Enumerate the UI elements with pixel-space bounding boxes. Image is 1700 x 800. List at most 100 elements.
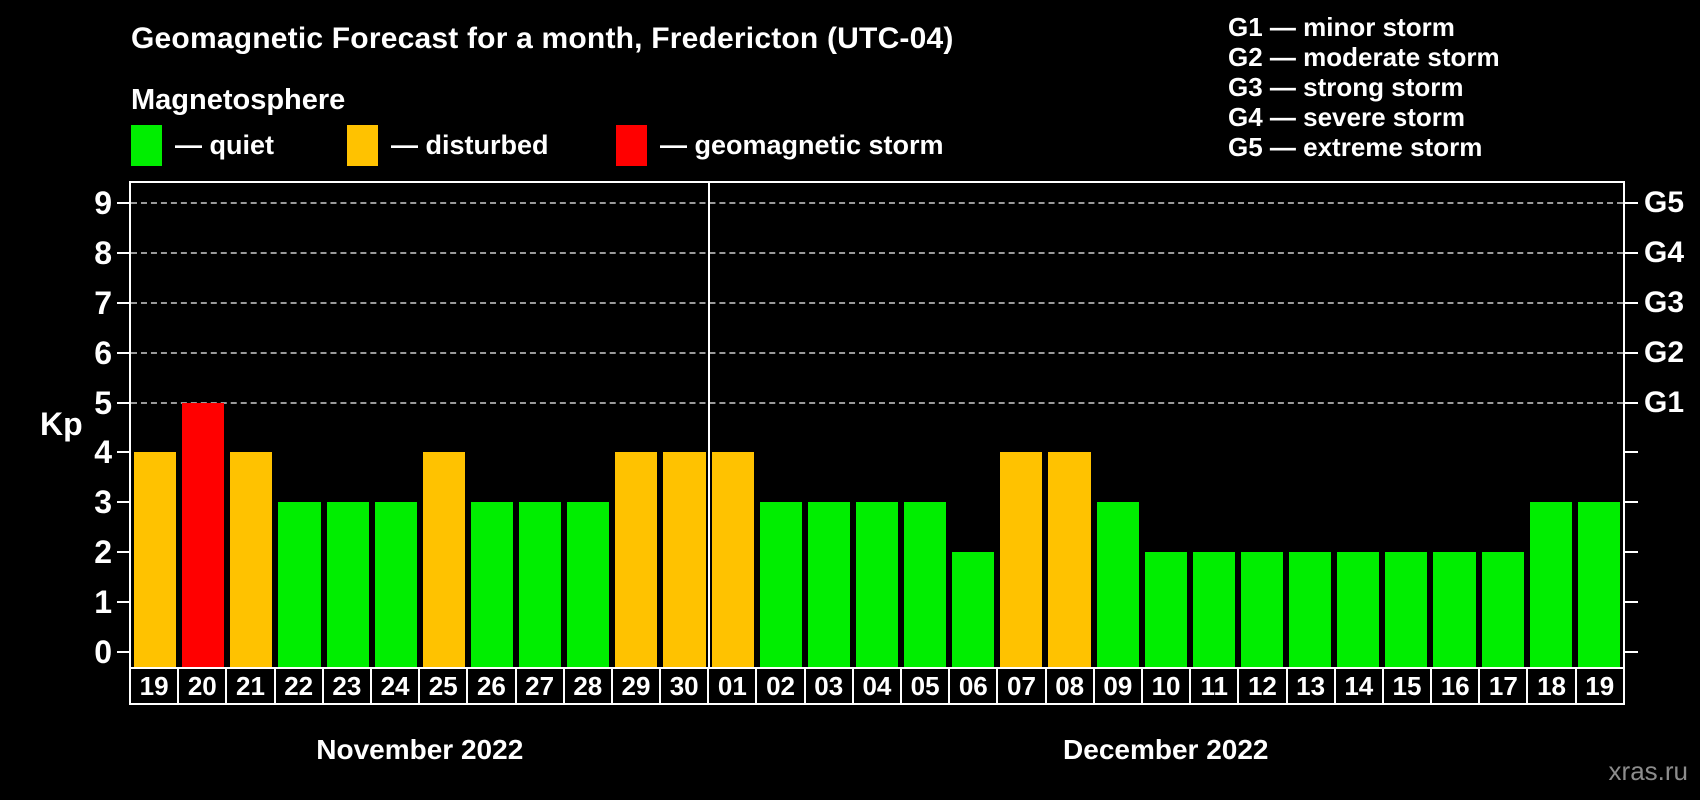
date-cell-dec-19: 19 [1574, 667, 1625, 705]
kp-bar-dec-04 [855, 502, 899, 667]
kp-bar-dec-18 [1529, 502, 1572, 667]
kp-bar-dec-14 [1337, 552, 1380, 667]
legend-label-quiet: — quiet [175, 129, 274, 160]
kp-bar-dec-12 [1240, 552, 1284, 667]
watermark: xras.ru [1608, 756, 1688, 786]
kp-bar-nov-27 [519, 502, 562, 667]
date-cell-nov-30: 30 [659, 667, 710, 705]
y-tick-label-0: 0 [94, 634, 112, 670]
date-cell-nov-19: 19 [129, 667, 180, 705]
kp-bar-nov-24 [374, 502, 417, 667]
kp-bar-nov-28 [567, 502, 610, 667]
kp-bar-nov-30 [663, 452, 706, 667]
y-tick-8 [117, 251, 130, 254]
date-cell-nov-27: 27 [514, 667, 565, 705]
date-cell-dec-11: 11 [1189, 667, 1240, 705]
date-cell-nov-20: 20 [177, 667, 228, 705]
y-tick-label-9: 9 [94, 184, 112, 221]
y-tick-label-7: 7 [94, 284, 112, 321]
gridline-kp-9 [131, 201, 1623, 204]
y-tick-7 [117, 301, 130, 304]
kp-bar-dec-01 [711, 452, 754, 667]
kp-bar-dec-11 [1192, 552, 1235, 667]
date-cell-dec-06: 06 [948, 667, 999, 705]
date-cell-nov-24: 24 [369, 667, 421, 705]
kp-bar-dec-06 [952, 552, 995, 667]
date-cell-dec-13: 13 [1285, 667, 1336, 705]
legend-label-disturbed: — disturbed [391, 129, 549, 160]
quiet-swatch-icon [131, 124, 162, 166]
date-cell-nov-22: 22 [273, 667, 324, 705]
date-cell-dec-04: 04 [851, 667, 902, 705]
kp-bar-dec-03 [807, 502, 850, 667]
right-tick-2 [1623, 551, 1638, 554]
month-label-december: December 2022 [1063, 734, 1269, 765]
y-tick-label-5: 5 [94, 384, 112, 421]
date-cell-dec-14: 14 [1333, 667, 1384, 705]
date-cell-nov-28: 28 [562, 667, 613, 705]
date-cell-nov-21: 21 [225, 667, 276, 705]
y-tick-label-8: 8 [94, 234, 112, 271]
date-cell-dec-15: 15 [1381, 667, 1433, 705]
g-level-label-G1: G1 [1644, 385, 1685, 419]
date-cell-dec-12: 12 [1237, 667, 1288, 705]
date-cell-dec-07: 07 [996, 667, 1047, 705]
gridline-kp-6 [131, 351, 1623, 354]
date-cell-dec-16: 16 [1430, 667, 1481, 705]
g-legend-line-2: G2 — moderate storm [1228, 42, 1500, 72]
y-tick-5 [117, 401, 130, 404]
legend-item-storm: — geomagnetic storm [616, 124, 944, 166]
y-tick-label-4: 4 [94, 434, 112, 471]
date-cell-dec-03: 03 [803, 667, 854, 705]
date-cell-dec-18: 18 [1526, 667, 1577, 705]
kp-bar-nov-29 [615, 452, 658, 667]
g-level-label-G3: G3 [1644, 285, 1685, 319]
gridline-kp-7 [131, 301, 1623, 304]
kp-bar-nov-21 [230, 452, 273, 667]
date-cell-dec-10: 10 [1140, 667, 1192, 705]
kp-bar-dec-15 [1385, 552, 1428, 667]
legend-item-disturbed: — disturbed [347, 124, 549, 166]
plot-area [131, 183, 1623, 667]
y-tick-9 [117, 201, 130, 204]
y-tick-3 [117, 501, 130, 504]
y-tick-6 [117, 351, 130, 354]
date-cell-dec-09: 09 [1092, 667, 1143, 705]
kp-bar-dec-17 [1481, 552, 1524, 667]
legend-label-storm: — geomagnetic storm [660, 129, 944, 160]
month-separator-line [707, 183, 710, 667]
gridline-kp-8 [131, 251, 1623, 254]
g-level-label-G2: G2 [1644, 335, 1685, 369]
right-tick-7 [1623, 301, 1638, 304]
y-axis-title: Kp [40, 406, 83, 442]
kp-bar-dec-19 [1577, 502, 1620, 667]
right-axis-line [1623, 181, 1625, 667]
g-legend-line-5: G5 — extreme storm [1228, 132, 1483, 162]
gridline-kp-5 [131, 401, 1623, 404]
right-tick-9 [1623, 201, 1638, 204]
y-tick-0 [117, 651, 130, 653]
date-cell-dec-01: 01 [707, 667, 758, 705]
right-tick-5 [1623, 401, 1638, 404]
y-tick-label-2: 2 [94, 534, 112, 571]
date-cell-nov-26: 26 [466, 667, 517, 705]
right-tick-3 [1623, 501, 1638, 504]
date-axis: 19 20 21 22 23 24 25 26 27 28 29 30 01 02 03 04 05 06 07 08… [129, 667, 1625, 705]
kp-bar-nov-20 [182, 402, 225, 667]
date-cell-dec-17: 17 [1478, 667, 1529, 705]
date-cell-dec-05: 05 [900, 667, 951, 705]
disturbed-swatch-icon [347, 124, 378, 166]
kp-bar-dec-09 [1096, 502, 1139, 667]
g-legend-line-1: G1 — minor storm [1228, 12, 1455, 42]
kp-bar-nov-25 [422, 452, 465, 667]
y-tick-label-3: 3 [94, 484, 112, 521]
kp-bar-dec-13 [1289, 552, 1332, 667]
date-cell-nov-25: 25 [418, 667, 469, 705]
date-cell-nov-29: 29 [610, 667, 662, 705]
g-level-label-G4: G4 [1644, 235, 1685, 269]
right-tick-4 [1623, 451, 1638, 454]
kp-bar-dec-16 [1433, 552, 1476, 667]
g-legend-line-3: G3 — strong storm [1228, 72, 1464, 102]
kp-bar-nov-19 [134, 452, 177, 667]
